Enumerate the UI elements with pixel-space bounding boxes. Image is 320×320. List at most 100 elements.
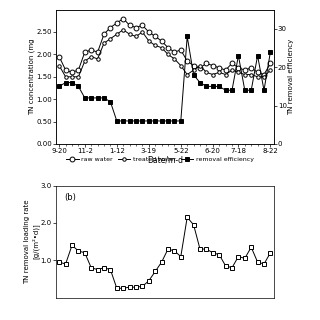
- removal efficiency: [83, 96, 87, 100]
- treated water: [185, 73, 189, 76]
- removal efficiency: [204, 84, 208, 88]
- raw water: [147, 30, 151, 34]
- treated water: [236, 70, 240, 74]
- removal efficiency: [243, 88, 247, 92]
- treated water: [134, 35, 138, 38]
- removal efficiency: [198, 81, 202, 84]
- treated water: [83, 59, 87, 63]
- treated water: [230, 68, 234, 72]
- removal efficiency: [102, 96, 106, 100]
- removal efficiency: [108, 100, 112, 104]
- removal efficiency: [211, 84, 215, 88]
- removal efficiency: [89, 96, 93, 100]
- raw water: [128, 23, 132, 27]
- removal efficiency: [185, 35, 189, 38]
- treated water: [147, 39, 151, 43]
- Y-axis label: TN removal efficiency: TN removal efficiency: [288, 39, 294, 115]
- removal efficiency: [166, 119, 170, 123]
- treated water: [128, 32, 132, 36]
- removal efficiency: [224, 88, 228, 92]
- removal efficiency: [217, 84, 221, 88]
- raw water: [217, 66, 221, 70]
- treated water: [262, 75, 266, 79]
- raw water: [198, 66, 202, 70]
- treated water: [256, 75, 260, 79]
- removal efficiency: [64, 81, 68, 84]
- raw water: [64, 68, 68, 72]
- raw water: [172, 50, 176, 54]
- raw water: [185, 59, 189, 63]
- treated water: [249, 73, 253, 76]
- raw water: [204, 61, 208, 65]
- removal efficiency: [121, 119, 125, 123]
- raw water: [166, 46, 170, 50]
- treated water: [166, 52, 170, 56]
- treated water: [89, 55, 93, 59]
- raw water: [179, 48, 183, 52]
- treated water: [204, 70, 208, 74]
- raw water: [102, 32, 106, 36]
- treated water: [140, 30, 144, 34]
- treated water: [108, 37, 112, 41]
- treated water: [153, 44, 157, 47]
- Text: (b): (b): [65, 193, 76, 203]
- raw water: [192, 64, 196, 68]
- removal efficiency: [134, 119, 138, 123]
- X-axis label: Date/m-d: Date/m-d: [147, 156, 183, 164]
- treated water: [102, 41, 106, 45]
- raw water: [57, 55, 61, 59]
- raw water: [83, 50, 87, 54]
- treated water: [57, 64, 61, 68]
- raw water: [236, 66, 240, 70]
- removal efficiency: [172, 119, 176, 123]
- Legend: raw water, treated water, removal efficiency: raw water, treated water, removal effici…: [64, 155, 256, 165]
- Line: removal efficiency: removal efficiency: [57, 34, 273, 124]
- removal efficiency: [70, 81, 74, 84]
- removal efficiency: [230, 88, 234, 92]
- treated water: [179, 64, 183, 68]
- removal efficiency: [268, 50, 272, 54]
- treated water: [172, 57, 176, 61]
- raw water: [230, 61, 234, 65]
- raw water: [121, 17, 125, 20]
- raw water: [96, 50, 100, 54]
- raw water: [243, 68, 247, 72]
- removal efficiency: [236, 54, 240, 58]
- raw water: [89, 48, 93, 52]
- treated water: [243, 73, 247, 76]
- treated water: [70, 75, 74, 79]
- removal efficiency: [128, 119, 132, 123]
- treated water: [198, 64, 202, 68]
- raw water: [108, 26, 112, 29]
- removal efficiency: [140, 119, 144, 123]
- raw water: [268, 61, 272, 65]
- removal efficiency: [249, 88, 253, 92]
- raw water: [249, 66, 253, 70]
- treated water: [121, 28, 125, 32]
- raw water: [140, 23, 144, 27]
- removal efficiency: [153, 119, 157, 123]
- treated water: [96, 57, 100, 61]
- Line: treated water: treated water: [58, 28, 272, 78]
- Y-axis label: TN concentration (mg: TN concentration (mg: [28, 38, 35, 115]
- raw water: [256, 70, 260, 74]
- removal efficiency: [57, 84, 61, 88]
- raw water: [153, 35, 157, 38]
- raw water: [76, 68, 80, 72]
- treated water: [76, 75, 80, 79]
- raw water: [211, 64, 215, 68]
- removal efficiency: [147, 119, 151, 123]
- treated water: [192, 68, 196, 72]
- raw water: [70, 70, 74, 74]
- removal efficiency: [96, 96, 100, 100]
- raw water: [160, 39, 164, 43]
- removal efficiency: [76, 84, 80, 88]
- treated water: [115, 32, 119, 36]
- removal efficiency: [179, 119, 183, 123]
- raw water: [262, 73, 266, 76]
- treated water: [160, 46, 164, 50]
- Line: raw water: raw water: [57, 16, 273, 77]
- raw water: [115, 21, 119, 25]
- raw water: [134, 26, 138, 29]
- Y-axis label: TN removal loading rate
[g/(m²•d)]: TN removal loading rate [g/(m²•d)]: [24, 199, 39, 284]
